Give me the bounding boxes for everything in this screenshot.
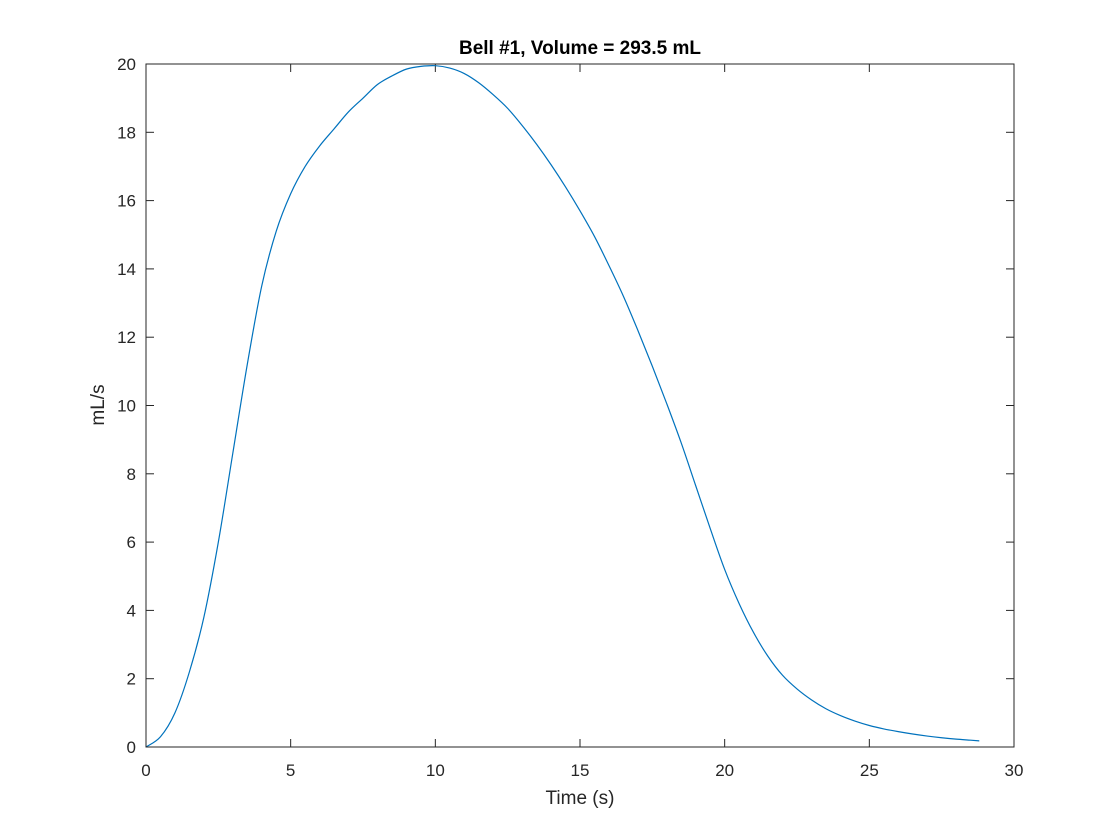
y-tick-label: 8: [127, 465, 136, 484]
x-axis-label: Time (s): [546, 788, 615, 809]
axes-box: [145, 63, 1015, 748]
x-tick-label: 25: [860, 761, 879, 780]
x-tick-label: 10: [426, 761, 445, 780]
ticks-layer: 0 5 10 15 20 25 30 0 2 4 6 8 10 12 14 16 18 20: [117, 55, 1023, 780]
x-tick-label: 20: [715, 761, 734, 780]
y-tick-label: 2: [127, 670, 136, 689]
x-tick-label: 5: [286, 761, 295, 780]
y-tick-label: 0: [127, 738, 136, 757]
y-tick-label: 6: [127, 533, 136, 552]
y-tick-label: 16: [117, 192, 136, 211]
y-tick-label: 14: [117, 260, 136, 279]
y-tick-label: 10: [117, 397, 136, 416]
x-tick-label: 30: [1005, 761, 1024, 780]
y-tick-label: 18: [117, 123, 136, 142]
chart-title: Bell #1, Volume = 293.5 mL: [459, 38, 701, 59]
y-tick-label: 12: [117, 328, 136, 347]
y-axis-label: mL/s: [88, 384, 109, 425]
y-tick-label: 4: [127, 601, 136, 620]
x-tick-label: 15: [571, 761, 590, 780]
series-line: [145, 65, 980, 748]
series-layer: [145, 65, 980, 748]
y-tick-label: 20: [117, 55, 136, 74]
x-tick-label: 0: [141, 761, 150, 780]
